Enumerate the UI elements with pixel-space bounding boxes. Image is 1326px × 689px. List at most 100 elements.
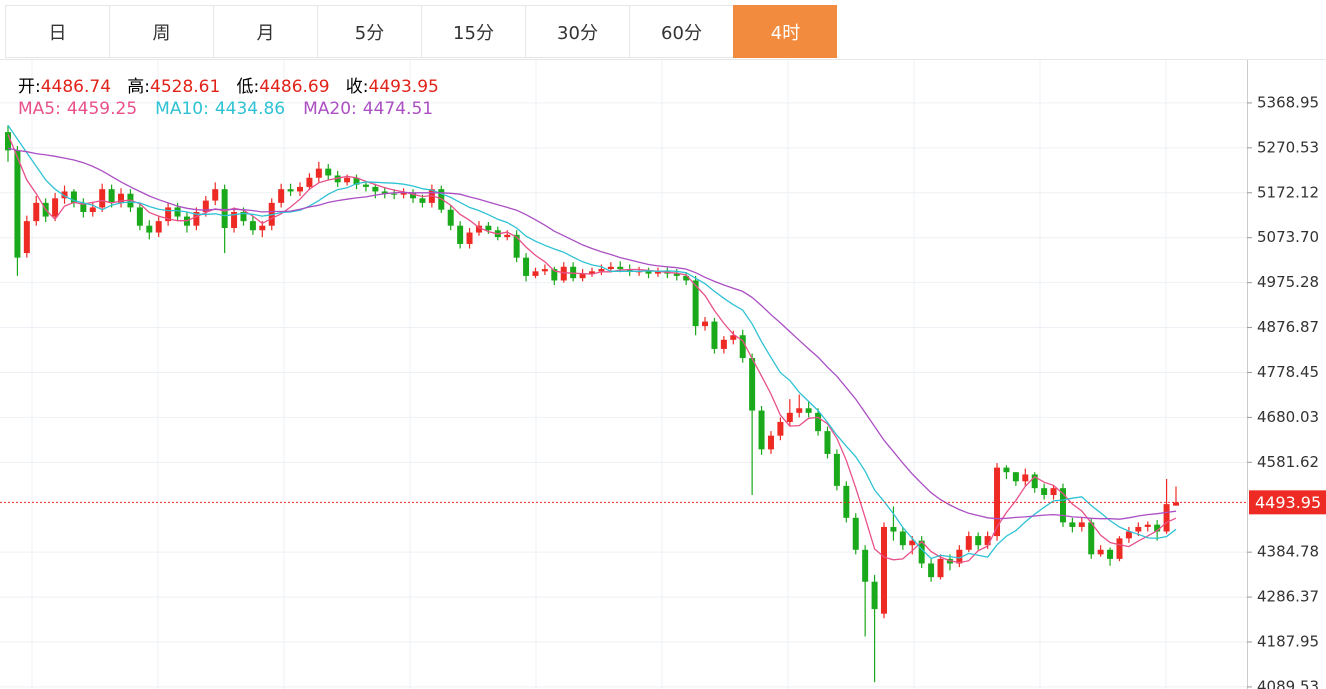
candle-body xyxy=(33,202,40,222)
candle-body xyxy=(607,266,614,270)
candle-body xyxy=(711,321,718,349)
candle xyxy=(541,264,548,275)
candle-body xyxy=(796,408,803,413)
tab[interactable]: 60分 xyxy=(629,5,733,58)
candle-body xyxy=(353,177,360,185)
candle-body xyxy=(1003,467,1010,473)
candle-body xyxy=(598,269,605,272)
tab[interactable]: 5分 xyxy=(317,5,421,58)
candle-body xyxy=(1097,549,1104,555)
tab[interactable]: 15分 xyxy=(421,5,525,58)
candle xyxy=(607,262,614,273)
candle-body xyxy=(579,273,586,279)
candle xyxy=(626,264,633,276)
candle xyxy=(231,207,238,233)
candle-body xyxy=(410,192,417,199)
candle-body xyxy=(1144,524,1151,527)
ma-line xyxy=(7,124,1177,560)
candle-body xyxy=(692,280,699,327)
candle-body xyxy=(645,271,652,274)
close-value: 4493.95 xyxy=(368,77,439,97)
y-tick-label: 4286.37 xyxy=(1257,588,1319,606)
candle-body xyxy=(155,221,162,233)
candle-body xyxy=(758,410,765,450)
candle-body xyxy=(14,150,21,258)
candle-body xyxy=(447,209,454,226)
candle xyxy=(89,201,96,217)
candle xyxy=(890,506,897,541)
tab[interactable]: 月 xyxy=(213,5,317,58)
candle-body xyxy=(475,225,482,233)
candle xyxy=(852,513,859,555)
candle-body xyxy=(871,581,878,610)
candle-body xyxy=(504,234,511,238)
low-value: 4486.69 xyxy=(259,77,330,97)
candle-body xyxy=(720,339,727,349)
candle xyxy=(118,188,125,208)
candle-body xyxy=(221,189,228,228)
candle-body xyxy=(372,186,379,192)
y-tick-label: 5368.95 xyxy=(1257,93,1319,111)
candle xyxy=(391,189,398,200)
candle xyxy=(777,417,784,441)
candle-body xyxy=(702,321,709,327)
candle xyxy=(315,161,322,183)
y-tick-label: 4680.03 xyxy=(1257,408,1319,426)
tab[interactable]: 30分 xyxy=(525,5,629,58)
candle xyxy=(193,207,200,231)
candle xyxy=(570,262,577,282)
candle-body xyxy=(843,485,850,518)
candle-body xyxy=(541,269,548,272)
candle xyxy=(372,183,379,199)
candle-body xyxy=(1107,549,1114,559)
candle xyxy=(975,532,982,550)
candle xyxy=(99,183,106,213)
candle-body xyxy=(928,563,935,578)
candle xyxy=(532,267,539,279)
candle xyxy=(183,212,190,233)
candle xyxy=(1059,483,1066,527)
candle xyxy=(1107,547,1114,566)
y-tick-label: 4581.62 xyxy=(1257,453,1319,471)
candle-body xyxy=(419,198,426,203)
candle xyxy=(297,182,303,197)
candle-body xyxy=(683,275,690,281)
candle xyxy=(1050,484,1057,500)
ma-line xyxy=(7,147,1177,520)
candle-body xyxy=(249,221,256,231)
candle xyxy=(654,267,661,277)
candle-body xyxy=(984,536,991,546)
candle xyxy=(871,574,878,683)
candle xyxy=(306,173,313,191)
candle xyxy=(711,317,718,354)
candle xyxy=(965,531,972,553)
candle-body xyxy=(466,232,473,244)
candle-body xyxy=(89,207,96,213)
candle xyxy=(1116,536,1123,562)
candle-body xyxy=(918,540,925,564)
candle-body xyxy=(805,408,812,413)
ma-value: 4459.25 xyxy=(66,99,138,119)
candle-body xyxy=(767,435,774,450)
candle xyxy=(1003,465,1010,480)
candle xyxy=(362,180,369,192)
candle-body xyxy=(400,192,407,195)
candle-body xyxy=(146,225,153,233)
candle-body xyxy=(1041,488,1048,496)
tab[interactable]: 日 xyxy=(5,5,109,58)
y-tick-label: 5270.53 xyxy=(1257,138,1319,156)
candle xyxy=(702,316,709,331)
candle xyxy=(720,336,727,354)
candle xyxy=(325,164,332,181)
candle xyxy=(212,182,219,206)
ma-label: MA20: xyxy=(303,99,357,119)
candle xyxy=(815,408,822,436)
candle-body xyxy=(777,421,784,436)
tab[interactable]: 4时 xyxy=(733,5,837,58)
y-tick-label: 4089.53 xyxy=(1257,677,1319,689)
tab[interactable]: 周 xyxy=(109,5,213,58)
candle-body xyxy=(1069,522,1076,527)
candle xyxy=(61,185,68,204)
candle xyxy=(862,545,869,637)
